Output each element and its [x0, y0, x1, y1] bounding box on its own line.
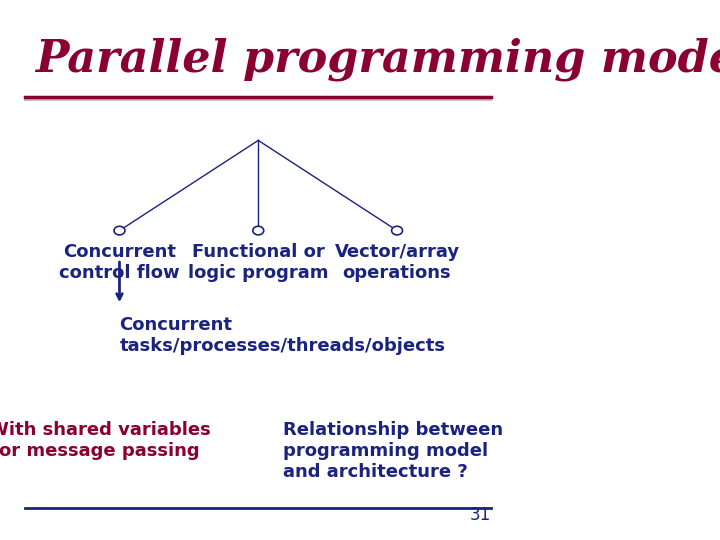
Text: 31: 31	[470, 506, 491, 524]
Ellipse shape	[253, 226, 264, 235]
Text: With shared variables
or message passing: With shared variables or message passing	[0, 421, 210, 460]
Text: Relationship between
programming model
and architecture ?: Relationship between programming model a…	[283, 421, 503, 481]
Ellipse shape	[392, 226, 402, 235]
Text: Vector/array
operations: Vector/array operations	[335, 243, 459, 282]
Text: Functional or
logic program: Functional or logic program	[188, 243, 328, 282]
Ellipse shape	[114, 226, 125, 235]
Text: Concurrent
control flow: Concurrent control flow	[59, 243, 180, 282]
Text: Concurrent
tasks/processes/threads/objects: Concurrent tasks/processes/threads/objec…	[120, 316, 446, 355]
Text: Parallel programming models: Parallel programming models	[35, 38, 720, 82]
